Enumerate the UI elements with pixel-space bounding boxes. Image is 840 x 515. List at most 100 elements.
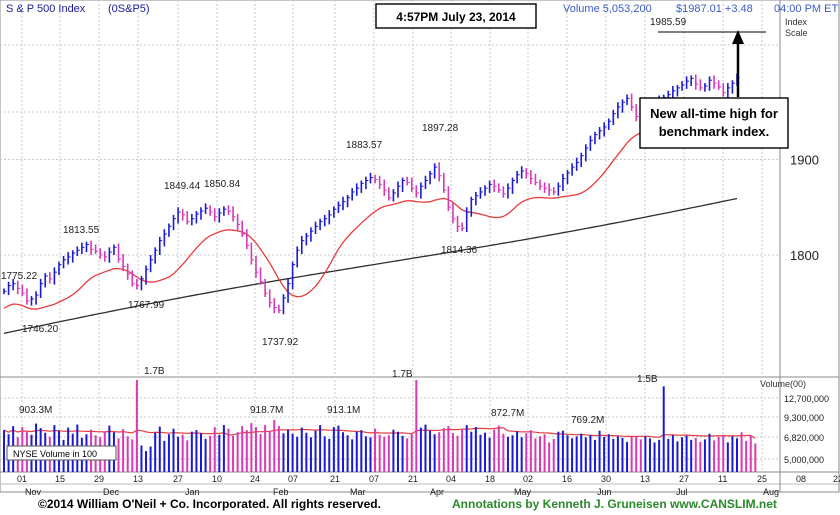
price-label: 1814.36	[441, 245, 478, 256]
volume-bar	[598, 430, 601, 472]
volume-bar	[259, 434, 262, 472]
volume-bar	[548, 442, 551, 472]
date-tick-label: 13	[133, 474, 143, 484]
date-tick-label: 25	[757, 474, 767, 484]
price-label: 1813.55	[63, 225, 100, 236]
volume-bar	[442, 428, 445, 472]
volume-bar	[681, 437, 684, 472]
volume-legend-box	[6, 445, 117, 461]
volume-bar	[195, 430, 198, 472]
volume-bar	[369, 437, 372, 472]
volume-bar	[291, 433, 294, 472]
volume-bar	[145, 451, 148, 472]
volume-label: 769.2M	[571, 415, 604, 426]
volume-bar	[516, 431, 519, 472]
volume-bar	[506, 436, 509, 472]
volume-bar	[603, 436, 606, 472]
month-label: Nov	[25, 487, 42, 497]
price-panel	[0, 0, 840, 378]
volume-bar	[158, 426, 161, 472]
date-tick-label: 24	[250, 474, 260, 484]
volume-legend: NYSE Volume in 100	[13, 449, 97, 459]
volume-bar	[493, 429, 496, 472]
date-tick-label: 18	[485, 474, 495, 484]
volume-panel	[0, 376, 840, 473]
date-tick-label: 01	[17, 474, 27, 484]
volume-tick-label: 5,000,000	[784, 455, 824, 465]
volume-bar	[131, 439, 134, 472]
volume-bar	[154, 432, 157, 472]
volume-bar	[296, 436, 299, 472]
last-price: $1987.01 +3.48	[676, 3, 753, 15]
volume-bar	[626, 441, 629, 472]
moving-average-50	[3, 97, 738, 310]
volume-bar	[525, 433, 528, 472]
volume-bar	[332, 427, 335, 472]
date-axis	[0, 471, 840, 493]
volume-bar	[621, 437, 624, 472]
scale-label-index: Index	[785, 17, 808, 27]
month-label: Apr	[430, 487, 444, 497]
price-label: 1737.92	[262, 337, 299, 348]
volume-bar	[342, 432, 345, 472]
volume-bar	[392, 429, 395, 472]
volume-bar	[209, 435, 212, 472]
date-tick-label: 04	[446, 474, 456, 484]
volume-bar	[740, 432, 743, 472]
date-tick-label: 29	[94, 474, 104, 484]
volume-label: 1.7B	[392, 369, 413, 380]
volume-bar	[745, 440, 748, 472]
month-label: Jun	[597, 487, 612, 497]
volume-bar	[218, 434, 221, 472]
volume-bar	[232, 435, 235, 472]
price-label: 1985.59	[650, 17, 687, 28]
volume-bar	[447, 426, 450, 472]
date-tick-label: 07	[288, 474, 298, 484]
volume-bar	[305, 432, 308, 472]
volume-bar	[163, 440, 166, 472]
volume-bar	[410, 433, 413, 472]
volume-bar	[309, 437, 312, 472]
volume-bar	[387, 435, 390, 472]
volume-bar	[351, 439, 354, 472]
volume-bar	[589, 435, 592, 472]
volume-bar	[181, 434, 184, 472]
credit: Annotations by Kenneth J. Gruneisen www.…	[452, 497, 777, 511]
date-tick-label: 27	[679, 474, 689, 484]
volume-bar	[671, 435, 674, 472]
volume-bar	[323, 436, 326, 472]
date-tick-label: 08	[796, 474, 806, 484]
volume-bar	[277, 426, 280, 472]
timestamp: 4:57PM July 23, 2014	[396, 10, 516, 24]
volume-label: 1.7B	[144, 366, 165, 377]
volume-bar	[543, 434, 546, 472]
volume-bar	[268, 430, 271, 472]
date-tick-label: 11	[718, 474, 727, 484]
volume-bar	[415, 380, 418, 472]
volume-tick-label: 12,700,000	[784, 394, 829, 404]
volume-bar	[177, 436, 180, 472]
volume-bar	[227, 428, 230, 472]
volume-bar	[653, 442, 656, 472]
ma200-line	[3, 197, 738, 334]
price-tick-label: 1900	[790, 153, 819, 168]
volume-bar	[328, 438, 331, 472]
volume-bar	[360, 430, 363, 472]
price-label: 1775.22	[1, 271, 38, 282]
date-tick-label: 16	[562, 474, 572, 484]
axis-labels: 1800 1900 01 15 29 13 27 10 24 07 21 07 21 04 18 02 16 30…	[17, 153, 840, 498]
callout-box	[639, 97, 789, 149]
volume-bar	[644, 436, 647, 472]
callout-arrow-head	[732, 30, 744, 44]
volume-bar	[694, 437, 697, 472]
volume-bar	[731, 436, 734, 472]
volume-bar	[676, 441, 679, 472]
volume-bar	[488, 437, 491, 472]
volume-bar	[186, 440, 189, 472]
volume-bar	[222, 425, 225, 472]
price-label: 1897.28	[422, 123, 459, 134]
volume-bar	[539, 436, 542, 472]
volume-bar	[374, 428, 377, 472]
data-labels: 1775.22 1746.20 1813.55 1767.99 1849.44 1850.…	[1, 17, 766, 426]
volume-label: 918.7M	[250, 405, 283, 416]
